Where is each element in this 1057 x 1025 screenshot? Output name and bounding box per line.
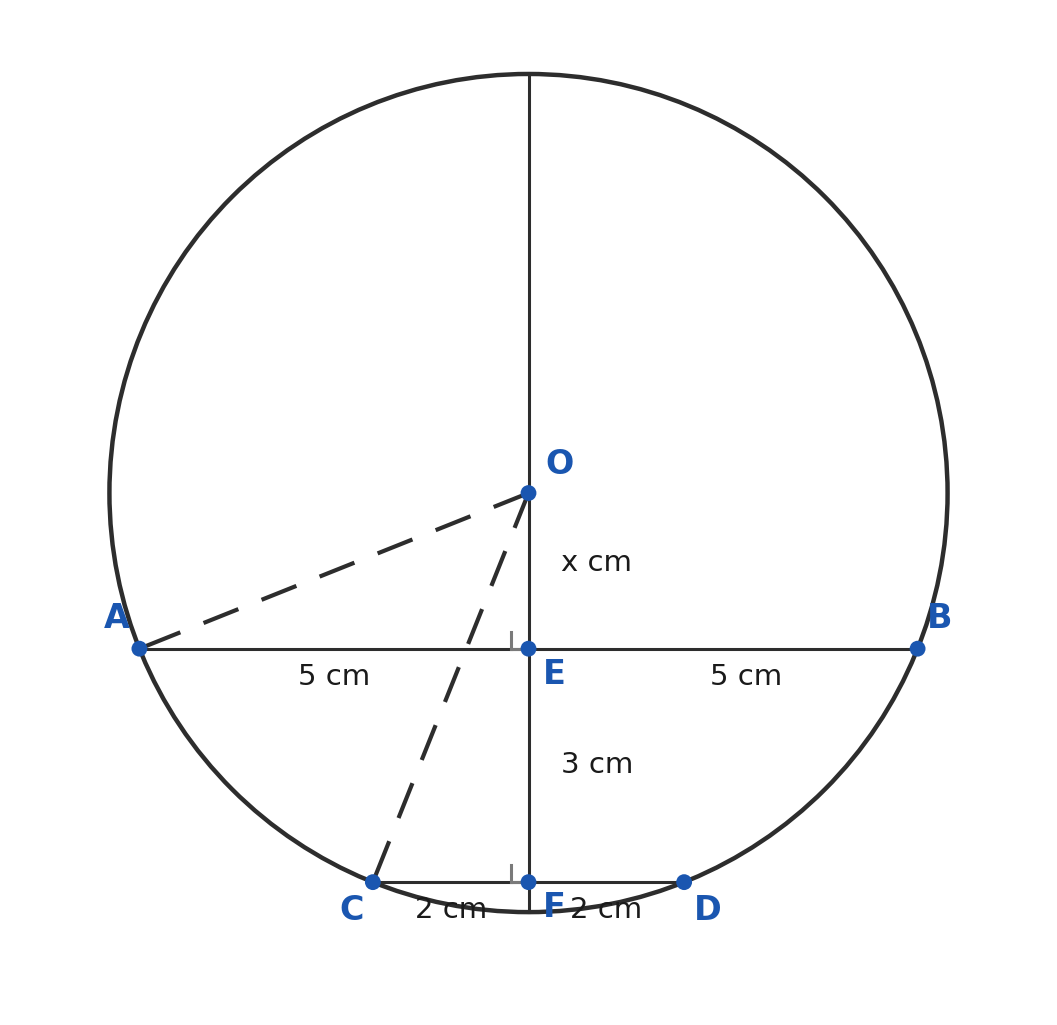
Text: A: A (105, 602, 130, 634)
Point (520, 641, 537, 657)
Text: B: B (927, 602, 952, 634)
Text: x cm: x cm (561, 549, 632, 577)
Text: D: D (693, 894, 721, 927)
Text: 2 cm: 2 cm (570, 896, 643, 925)
Point (675, 874, 692, 891)
Text: C: C (339, 894, 364, 927)
Text: F: F (542, 892, 565, 925)
Text: 5 cm: 5 cm (710, 663, 782, 691)
Text: E: E (542, 658, 565, 691)
Point (909, 641, 926, 657)
Text: 5 cm: 5 cm (298, 663, 370, 691)
Point (520, 485, 537, 501)
Text: O: O (545, 448, 574, 482)
Text: 3 cm: 3 cm (561, 751, 633, 779)
Point (520, 874, 537, 891)
Point (365, 874, 382, 891)
Text: 2 cm: 2 cm (414, 896, 487, 925)
Point (131, 641, 148, 657)
